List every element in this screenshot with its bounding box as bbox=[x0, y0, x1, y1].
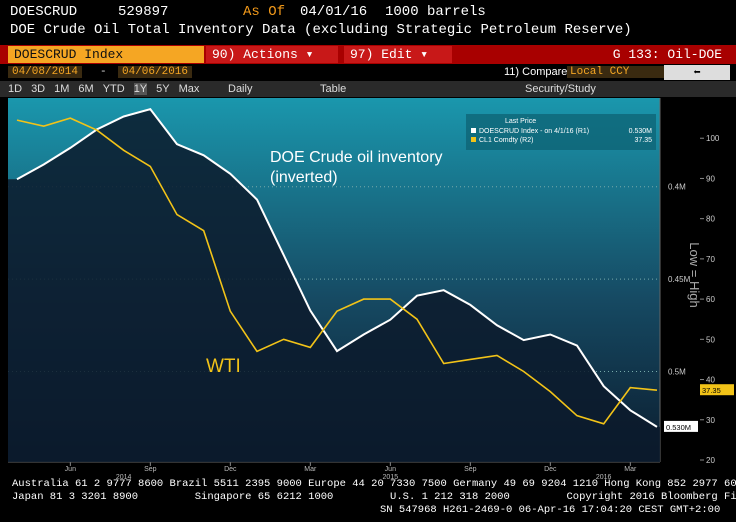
legend-swatch bbox=[471, 137, 476, 142]
value-tag bbox=[664, 420, 698, 432]
tab-bar bbox=[0, 81, 736, 97]
value-tag-label: 0.530M bbox=[666, 423, 691, 432]
y-axis-label: Low = High bbox=[687, 242, 702, 307]
key: 97) bbox=[350, 47, 374, 62]
as-of-date: 04/01/16 bbox=[300, 4, 368, 20]
description: DOE Crude Oil Total Inventory Data (excl… bbox=[10, 22, 632, 38]
period-tab[interactable]: 6M bbox=[78, 83, 94, 95]
x-tick-label: Sep bbox=[144, 466, 157, 473]
y2-tick-label: 40 bbox=[706, 376, 715, 385]
area bbox=[8, 109, 660, 462]
label: Edit bbox=[381, 47, 413, 62]
legend: Last Price DOESCRUD Index - on 4/1/16 (R1… bbox=[466, 114, 656, 150]
x-tick-label: Jun bbox=[65, 466, 76, 473]
label: Actions bbox=[243, 47, 298, 62]
wti-annotation: WTI bbox=[206, 356, 241, 377]
table-button[interactable]: Table bbox=[320, 83, 347, 95]
y-tick-label: 0.5M bbox=[668, 367, 686, 376]
back-button[interactable]: ⬅ bbox=[664, 65, 730, 80]
page-id: G 133: Oil-DOE bbox=[612, 47, 722, 62]
footer-line: Japan 81 3 3201 8900 Singapore 65 6212 1… bbox=[12, 491, 736, 503]
key: 90) bbox=[212, 47, 236, 62]
as-of-label: As Of bbox=[243, 4, 286, 20]
key: 11) bbox=[504, 66, 520, 78]
compare[interactable]: 11) Compare bbox=[504, 66, 567, 78]
y2-tick-label: 60 bbox=[706, 295, 715, 304]
legend-swatch bbox=[471, 128, 476, 133]
value-tag-label: 37.35 bbox=[702, 386, 721, 395]
legend-box bbox=[466, 114, 656, 150]
x-tick-label: Mar bbox=[624, 466, 637, 473]
edit-button[interactable]: 97) Edit ▾ bbox=[344, 46, 452, 63]
period-tab[interactable]: 1Y bbox=[133, 83, 148, 95]
period-tab[interactable]: 3D bbox=[31, 83, 46, 95]
study-button[interactable]: Security/Study bbox=[525, 83, 596, 95]
y2-tick-label: 90 bbox=[706, 174, 715, 183]
period-tab[interactable]: 5Y bbox=[156, 83, 170, 95]
x-tick-label: Sep bbox=[464, 466, 477, 473]
x-tick-label: Dec bbox=[224, 466, 237, 473]
legend-value: 0.530M bbox=[629, 128, 653, 135]
y2-tick-label: 50 bbox=[706, 335, 715, 344]
code: 529897 bbox=[118, 4, 169, 20]
x-tick-label: Dec bbox=[544, 466, 557, 473]
y2-tick-label: 70 bbox=[706, 255, 715, 264]
x-year-label: 2015 bbox=[383, 474, 399, 481]
footer-line: Australia 61 2 9777 8600 Brazil 5511 239… bbox=[12, 478, 736, 490]
y2-tick-label: 80 bbox=[706, 215, 715, 224]
y-tick-label: 0.45M bbox=[668, 275, 691, 284]
period-tab[interactable]: YTD bbox=[102, 83, 125, 95]
x-year-label: 2014 bbox=[116, 474, 132, 481]
start-date[interactable]: 04/08/2014 bbox=[8, 66, 83, 78]
inventory-annotation: DOE Crude oil inventory (inverted) bbox=[270, 149, 443, 186]
units: 1000 barrels bbox=[385, 4, 486, 20]
x-year-label: 2016 bbox=[596, 474, 612, 481]
label: Compare bbox=[522, 66, 568, 78]
x-tick-label: Mar bbox=[304, 466, 317, 473]
legend-label: CL1 Comdty (R2) bbox=[479, 137, 533, 144]
period-tab[interactable]: Max bbox=[178, 83, 200, 95]
end-date[interactable]: 04/06/2016 bbox=[118, 66, 193, 78]
legend-value: 37.35 bbox=[634, 137, 652, 144]
period-tabs: 1D 3D 1M 6M YTD 1Y 5Y Max bbox=[8, 82, 208, 96]
legend-title: Last Price bbox=[505, 118, 536, 125]
frequency[interactable]: Daily bbox=[228, 83, 253, 95]
y2-tick-label: 100 bbox=[706, 134, 720, 143]
line bbox=[16, 117, 658, 425]
line bbox=[16, 107, 658, 428]
y2-tick-label: 20 bbox=[706, 456, 715, 465]
legend-label: DOESCRUD Index - on 4/1/16 (R1) bbox=[479, 128, 589, 135]
period-tab[interactable]: 1M bbox=[54, 83, 70, 95]
y-tick-label: 0.4M bbox=[668, 183, 686, 192]
period-tab[interactable]: 1D bbox=[8, 83, 23, 95]
value-tag bbox=[700, 384, 734, 396]
x-tick-label: Jun bbox=[385, 466, 396, 473]
y2-tick-label: 30 bbox=[706, 416, 715, 425]
currency[interactable]: Local CCY bbox=[567, 66, 665, 78]
security-input[interactable]: DOESCRUD Index bbox=[8, 46, 204, 63]
actions-button[interactable]: 90) Actions ▾ bbox=[206, 46, 338, 63]
ticker: DOESCRUD bbox=[10, 4, 78, 20]
footer-line: SN 547968 H261-2469-0 06-Apr-16 17:04:20… bbox=[380, 504, 721, 516]
